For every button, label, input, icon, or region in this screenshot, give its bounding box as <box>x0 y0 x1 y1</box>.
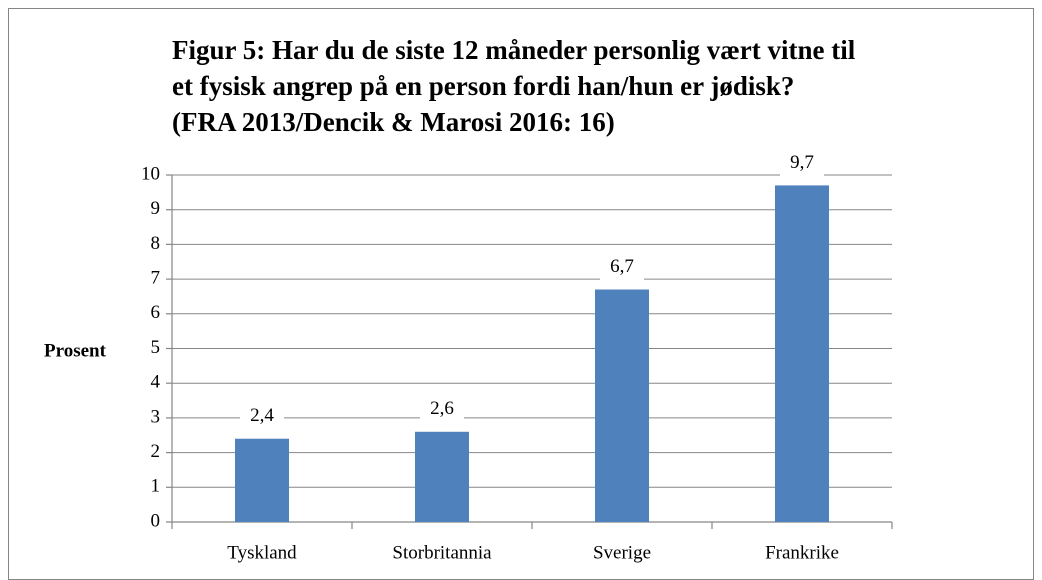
chart-border <box>8 8 1034 580</box>
x-tick-label: Tyskland <box>227 542 297 563</box>
bar <box>595 289 649 522</box>
y-tick-label: 9 <box>151 198 161 219</box>
value-label-bg <box>240 402 284 431</box>
value-label: 2,4 <box>250 405 274 426</box>
y-tick-label: 8 <box>151 233 161 254</box>
value-label: 6,7 <box>610 256 634 277</box>
x-tick-label: Sverige <box>593 542 651 563</box>
value-label: 2,6 <box>430 398 454 419</box>
y-tick-label: 6 <box>151 302 161 323</box>
bar <box>415 431 469 522</box>
x-tick-label: Frankrike <box>765 542 839 563</box>
y-tick-label: 7 <box>151 267 161 288</box>
chart-title: Figur 5: Har du de siste 12 måneder pers… <box>172 35 856 137</box>
value-label: 9,7 <box>790 152 814 173</box>
y-axis-label: Prosent <box>44 340 107 361</box>
y-tick-label: 2 <box>151 441 161 462</box>
bar <box>775 185 829 522</box>
y-tick-label: 3 <box>151 406 161 427</box>
x-tick-label: Storbritannia <box>392 542 492 563</box>
y-tick-label: 0 <box>151 510 161 531</box>
y-tick-label: 4 <box>151 372 161 393</box>
y-tick-label: 1 <box>151 476 161 497</box>
y-tick-label: 5 <box>151 337 161 358</box>
value-label-bg <box>780 149 824 178</box>
value-label-bg <box>600 253 644 282</box>
bar <box>235 438 289 522</box>
y-tick-label: 10 <box>141 163 160 184</box>
value-label-bg <box>420 395 464 424</box>
